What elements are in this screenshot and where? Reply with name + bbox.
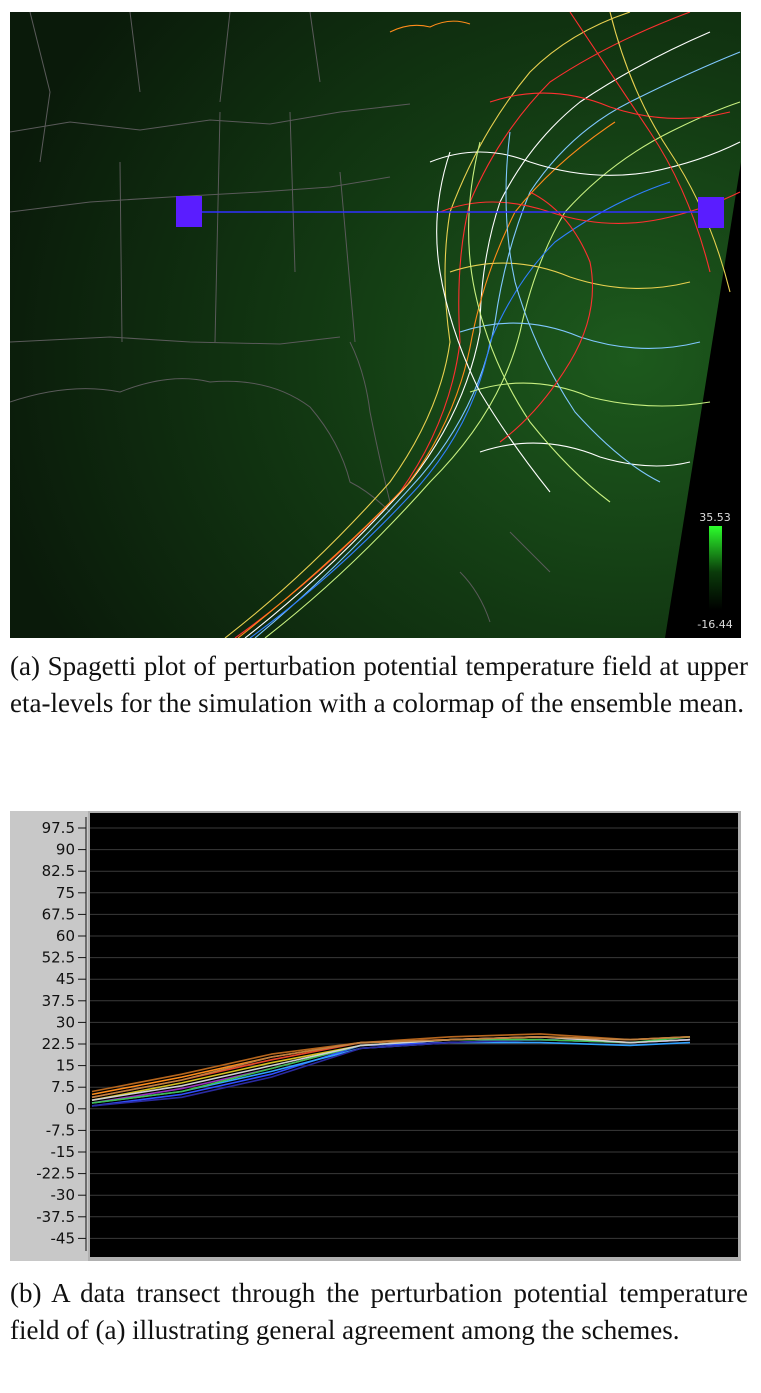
transect-chart: 97.5 90 82.5 75 67.5 60 52.5 45 37.5 30 22.5 15 7.5 0…: [10, 811, 741, 1261]
y-tick-label: 30: [56, 1013, 75, 1031]
y-axis-panel: [10, 811, 88, 1261]
map-outlines: [10, 12, 551, 623]
spaghetti-map: 35.53 -16.44: [10, 12, 741, 638]
plot-area: [90, 813, 738, 1257]
y-tick-label: 52.5: [42, 949, 75, 967]
series-line-11: [91, 1036, 691, 1099]
y-tick-label: 45: [56, 970, 75, 988]
map-outside-domain: [665, 162, 741, 638]
y-tick-label: 37.5: [42, 992, 75, 1010]
y-tick-label: -30: [51, 1186, 76, 1204]
y-tick-label: 75: [56, 884, 75, 902]
y-tick-label: 7.5: [51, 1078, 75, 1096]
y-tick-label: 90: [56, 841, 75, 859]
colorbar: [709, 526, 722, 610]
map-canvas: 35.53 -16.44: [10, 12, 741, 638]
transect-handle-left[interactable]: [176, 196, 202, 227]
chart-canvas: 97.5 90 82.5 75 67.5 60 52.5 45 37.5 30 22.5 15 7.5 0…: [10, 811, 741, 1261]
y-tick-label: 22.5: [42, 1035, 75, 1053]
y-tick-label: -15: [51, 1143, 76, 1161]
y-tick-label: 60: [56, 927, 75, 945]
y-tick-label: -45: [51, 1229, 76, 1247]
y-tick-label: -22.5: [36, 1165, 75, 1183]
y-tick-label: 67.5: [42, 905, 75, 923]
y-tick-label: 82.5: [42, 862, 75, 880]
series-lines: [91, 1033, 691, 1107]
y-tick-label: 15: [56, 1057, 75, 1075]
y-tick-label: -37.5: [36, 1208, 75, 1226]
map-background: [10, 12, 741, 638]
spaghetti-contours: [224, 12, 741, 638]
colorbar-min-label: -16.44: [697, 618, 732, 631]
y-tick-label: 0: [65, 1100, 75, 1118]
colorbar-max-label: 35.53: [699, 511, 731, 524]
series-line-10: [91, 1036, 691, 1101]
y-axis-ticks: 97.5 90 82.5 75 67.5 60 52.5 45 37.5 30 22.5 15 7.5 0…: [36, 819, 86, 1247]
transect-handle-right[interactable]: [698, 197, 724, 228]
y-tick-label: -7.5: [46, 1121, 75, 1139]
y-tick-label: 97.5: [42, 819, 75, 837]
caption-a: (a) Spagetti plot of perturbation potent…: [10, 651, 748, 718]
caption-b: (b) A data transect through the perturba…: [10, 1278, 748, 1345]
